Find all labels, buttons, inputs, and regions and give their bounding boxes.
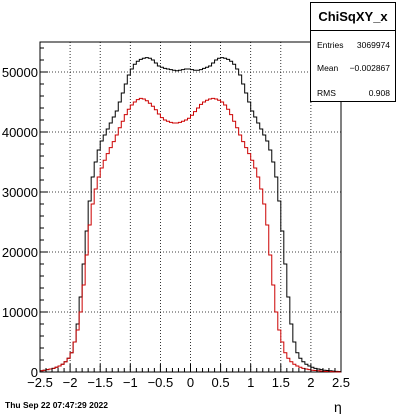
series-layer [39,57,342,373]
stat-row-entries: Entries 3069974 [317,40,390,50]
x-tick-label: 1.5 [272,375,290,390]
y-tick-label: 50000 [2,65,38,80]
x-tick-label: 1 [247,375,254,390]
stats-title: ChiSqXY_x [318,9,388,24]
x-tick-label: 2.5 [332,375,350,390]
axis-layer: −2.5 −2 −1.5 −1 −0.5 0 0.5 1 1.5 2 2.5 0 10000 20000 3… [2,47,350,390]
stats-box: ChiSqXY_x Entries 3069974 Mean −0.002867… [310,2,396,102]
x-tick-label: −1 [123,375,138,390]
x-tick-label: 0 [187,375,194,390]
y-tick-label: 40000 [2,125,38,140]
stats-title-cell: ChiSqXY_x [311,3,395,31]
histogram-series-black [39,57,342,373]
x-axis-label: η [334,399,342,414]
y-tick-label: 20000 [2,245,38,260]
y-tick-label: 10000 [2,305,38,320]
stat-row-rms: RMS 0.908 [317,88,390,98]
y-tick-label: 30000 [2,185,38,200]
x-tick-label: 0.5 [212,375,230,390]
stat-value: 3069974 [356,40,390,50]
stat-label: RMS [317,88,336,98]
x-tick-label: −2 [63,375,78,390]
timestamp: Thu Sep 22 07:47:29 2022 [5,400,109,410]
stat-row-mean: Mean −0.002867 [317,63,390,73]
stat-label: Mean [317,63,339,73]
stat-value: 0.908 [368,88,390,98]
x-tick-label: 2 [307,375,314,390]
histogram-series-red [39,97,342,373]
x-tick-label: −2.5 [27,375,53,390]
y-tick-label: 0 [31,365,38,380]
stat-value: −0.002867 [349,63,390,73]
x-tick-label: −0.5 [148,375,174,390]
x-tick-label: −1.5 [87,375,113,390]
stat-label: Entries [317,40,344,50]
